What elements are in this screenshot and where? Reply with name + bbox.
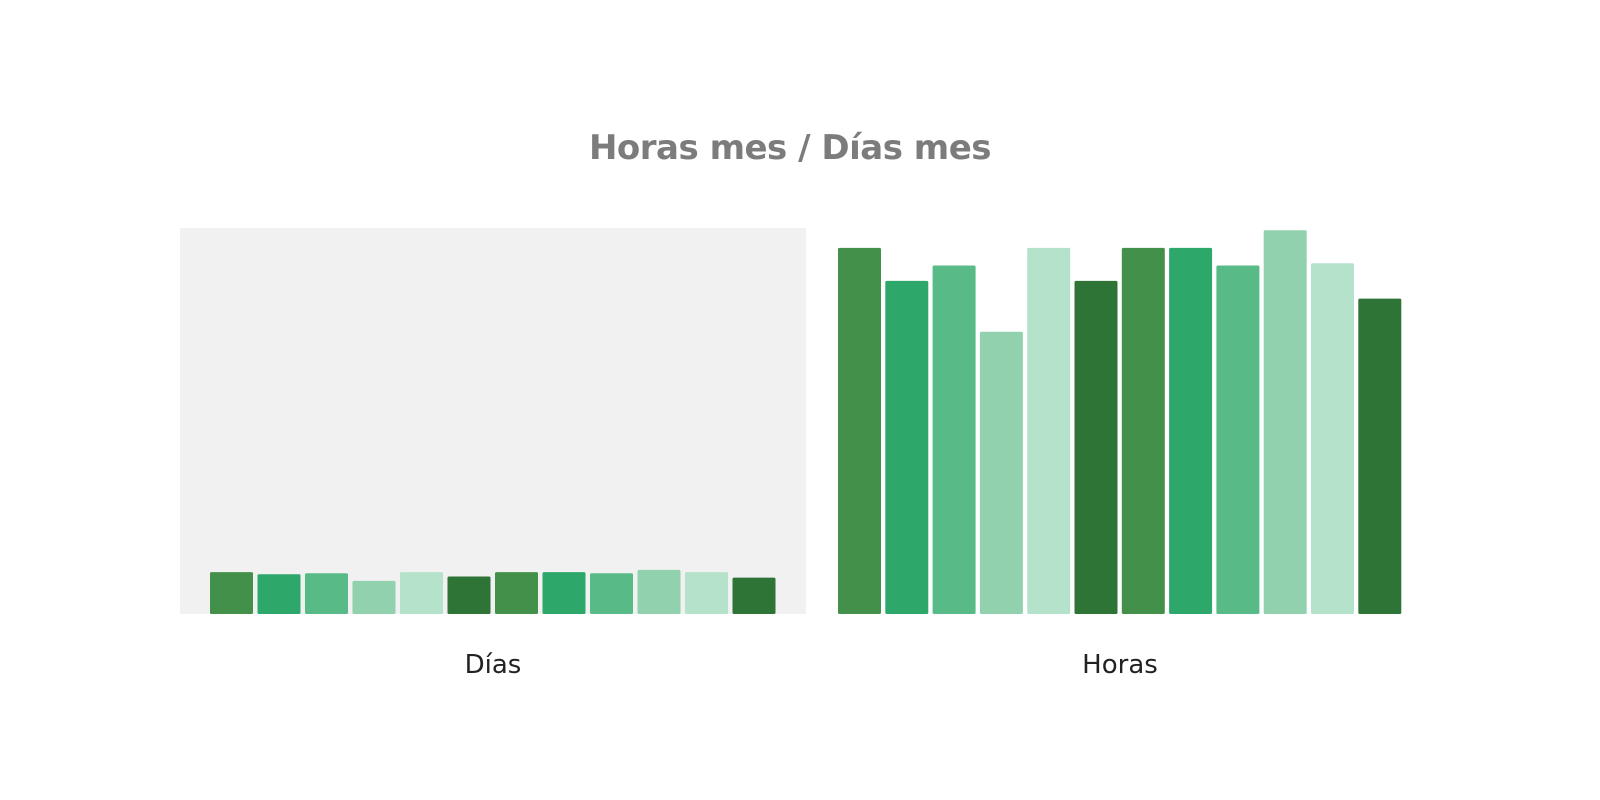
dias-bar-12 [732,577,776,614]
horas-bar-3 [932,265,976,614]
dias-bar-group [210,569,776,614]
dias-bar-1 [210,572,253,614]
dias-bar-2 [257,574,301,614]
horas-bar-8 [1169,247,1213,614]
horas-bar-4 [979,331,1023,614]
horas-bar-11 [1311,263,1354,614]
dias-bar-8 [542,572,586,614]
dias-bar-9 [590,573,633,614]
horas-bar-2 [885,280,929,614]
horas-bar-7 [1121,247,1165,614]
chart-title: Horas mes / Días mes [588,128,992,168]
horas-bar-5 [1027,247,1071,614]
horas-bar-group [838,230,1402,614]
horas-axis-label: Horas [1082,650,1158,680]
horas-bar-6 [1074,280,1118,614]
dias-bar-10 [637,569,681,614]
horas-bar-1 [838,247,881,614]
horas-bar-10 [1263,230,1307,614]
dias-bar-3 [305,573,348,614]
dias-axis-label: Días [465,650,522,680]
dias-bar-6 [447,576,491,614]
horas-bar-9 [1216,265,1260,614]
dias-bar-11 [685,572,728,614]
dias-bar-5 [400,572,443,614]
dias-bar-7 [495,572,538,614]
dias-bar-4 [352,580,396,614]
horas-bar-12 [1358,298,1402,614]
dias-panel-background [180,228,806,614]
